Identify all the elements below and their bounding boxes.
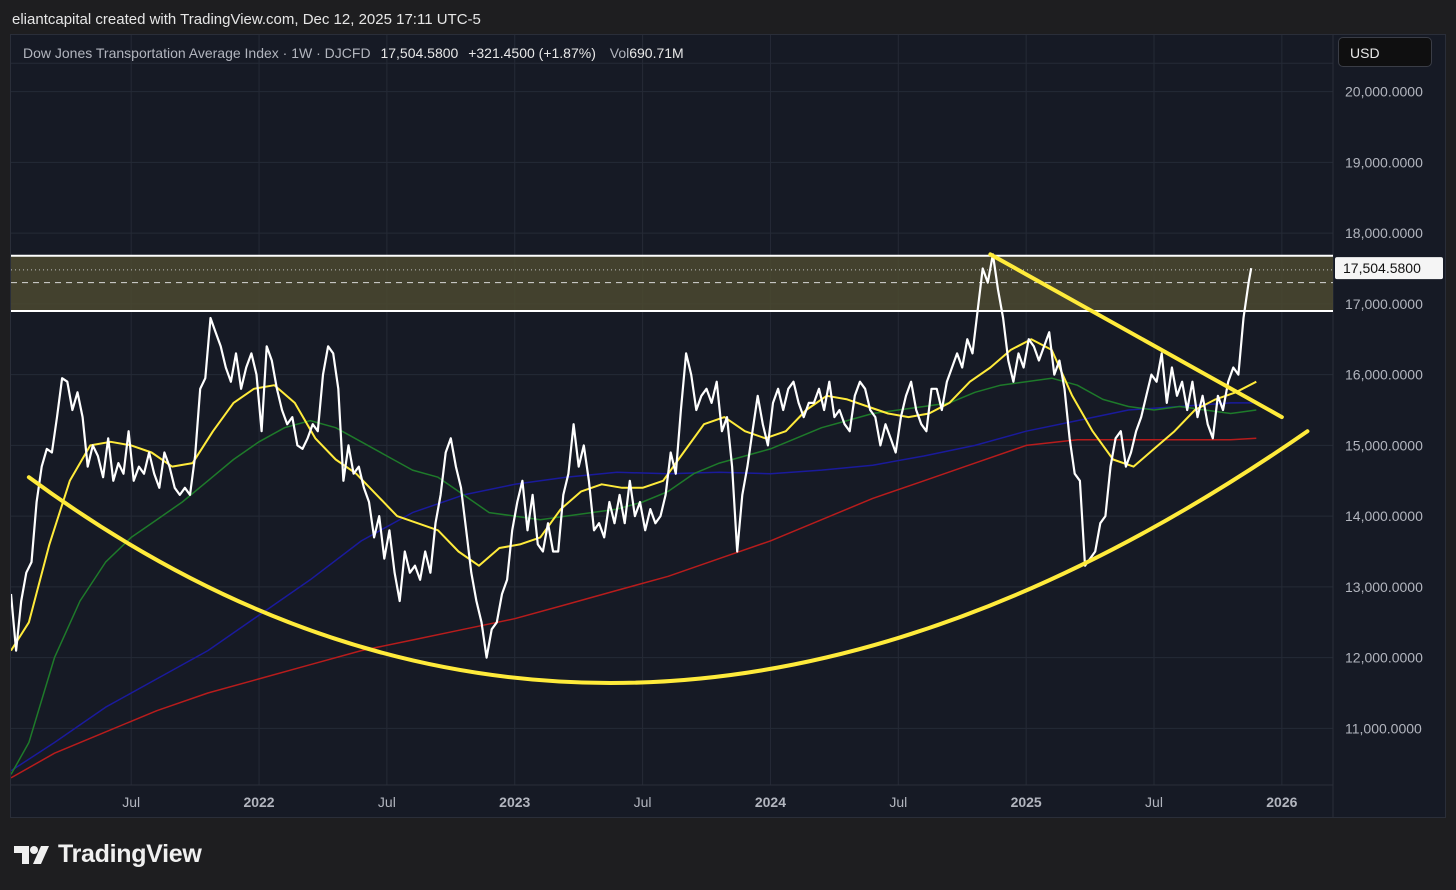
x-tick-label: Jul [122, 794, 140, 810]
y-tick-label: 18,000.0000 [1345, 225, 1423, 241]
x-tick-label: Jul [1145, 794, 1163, 810]
y-tick-label: 12,000.0000 [1345, 650, 1423, 666]
price-change: +321.4500 (+1.87%) [468, 45, 596, 61]
x-tick-label: Jul [634, 794, 652, 810]
tradingview-logo[interactable]: TradingView [14, 840, 202, 869]
last-price-tag-label: 17,504.5800 [1343, 260, 1421, 276]
price-chart[interactable]: 11,000.0000 12,000.0000 13,000.0000 14,000.… [11, 35, 1445, 817]
tradingview-wordmark: TradingView [58, 840, 202, 868]
symbol-legend: Dow Jones Transportation Average Index ·… [23, 45, 684, 61]
x-tick-label: 2026 [1266, 794, 1297, 810]
symbol-name[interactable]: Dow Jones Transportation Average Index ·… [23, 45, 371, 61]
currency-button[interactable]: USD [1338, 37, 1432, 67]
resistance-zone [11, 255, 1333, 311]
tradingview-logo-icon [14, 845, 49, 864]
x-tick-label: 2024 [755, 794, 786, 810]
y-tick-label: 17,000.0000 [1345, 296, 1423, 312]
price-line [11, 253, 1253, 659]
last-price-tag [1335, 257, 1443, 280]
y-tick-label: 11,000.0000 [1345, 720, 1422, 736]
x-tick-label: 2023 [499, 794, 530, 810]
chart-credit: eliantcapital created with TradingView.c… [12, 11, 481, 28]
volume-value: 690.71M [629, 45, 684, 61]
ma-green-line [11, 377, 1257, 775]
cup-arc [26, 429, 1310, 685]
y-tick-label: 19,000.0000 [1345, 154, 1423, 170]
chart-panel[interactable]: 11,000.0000 12,000.0000 13,000.0000 14,000.… [10, 34, 1446, 818]
y-tick-label: 20,000.0000 [1345, 84, 1423, 100]
x-tick-label: Jul [889, 794, 907, 810]
last-price: 17,504.5800 [380, 45, 459, 61]
trendline [988, 252, 1284, 420]
volume-label: Vol [609, 45, 630, 61]
y-tick-label: 14,000.0000 [1345, 508, 1423, 524]
y-tick-label: 16,000.0000 [1345, 367, 1423, 383]
x-tick-label: 2022 [243, 794, 274, 810]
ma-yellow-line [11, 338, 1257, 652]
ma-red-line [11, 437, 1257, 779]
x-tick-label: Jul [378, 794, 396, 810]
y-tick-label: 13,000.0000 [1345, 579, 1423, 595]
y-tick-label: 15,000.0000 [1345, 437, 1423, 453]
x-tick-label: 2025 [1011, 794, 1042, 810]
